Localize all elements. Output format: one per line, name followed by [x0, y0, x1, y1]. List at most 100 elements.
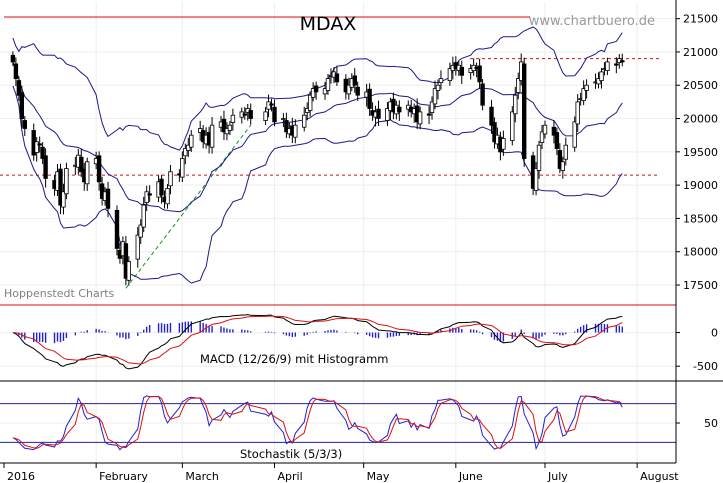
candle-body: [269, 103, 274, 106]
x-tick-label: April: [277, 470, 302, 483]
price-gridlines: [0, 2, 676, 463]
candle-body: [99, 183, 105, 199]
candle-body: [334, 73, 340, 83]
x-tick-label: May: [367, 470, 390, 483]
candle-body: [96, 155, 102, 183]
candle-body: [533, 168, 539, 191]
candle-body: [489, 106, 494, 126]
candle-body: [355, 86, 360, 96]
x-tick-label: March: [185, 470, 219, 483]
candle-body: [180, 158, 185, 178]
price-y-tick-label: 18500: [683, 212, 718, 225]
candle-body: [79, 156, 84, 173]
candle-body: [16, 80, 22, 96]
candle-body: [480, 83, 485, 106]
candle-body: [346, 84, 351, 95]
candle-body: [10, 54, 16, 63]
price-panel: MDAX www.chartbuero.de Hoppenstedt Chart…: [0, 2, 718, 463]
candle-body: [575, 101, 580, 125]
candle-body: [376, 108, 381, 119]
candle-body: [123, 243, 129, 279]
candle-body: [227, 124, 233, 131]
candle-body: [284, 120, 289, 133]
candle-body: [141, 204, 146, 228]
candle-body: [432, 88, 438, 105]
candle-body: [551, 126, 557, 136]
candle-body: [165, 188, 170, 205]
price-y-axis: 21500 21000 20500 20000 19500 19000 18500 18000…: [676, 13, 718, 292]
candle-body: [522, 63, 527, 159]
candle-body: [126, 261, 131, 281]
candle-body: [352, 75, 357, 86]
candle-body: [37, 143, 42, 146]
bollinger-middle: [12, 61, 623, 213]
candle-body: [221, 118, 227, 133]
candle-body: [85, 161, 90, 185]
price-y-tick-label: 17500: [683, 279, 718, 292]
candle-body: [539, 131, 545, 143]
macd-y-tick-label: 0: [711, 327, 718, 340]
price-y-tick-label: 18000: [683, 246, 718, 259]
candle-body: [22, 120, 27, 129]
candle-body: [310, 88, 316, 98]
x-tick-label: June: [458, 470, 483, 483]
candlesticks: [10, 51, 625, 286]
candle-body: [417, 111, 423, 125]
macd-lines: [12, 314, 623, 370]
bollinger-bands: [12, 26, 623, 284]
candle-body: [501, 138, 506, 150]
panel-separators: [0, 0, 723, 464]
candle-body: [447, 68, 453, 81]
candle-body: [58, 168, 63, 206]
x-tick-label: August: [640, 470, 679, 483]
candle-body: [43, 155, 48, 179]
macd-y-axis: 0 -500: [676, 327, 718, 373]
candle-body: [230, 114, 236, 123]
candle-body: [435, 84, 441, 91]
candle-body: [426, 113, 432, 116]
candle-body: [510, 111, 515, 141]
stochastic-lines: [12, 395, 623, 451]
candle-body: [477, 65, 482, 83]
price-y-tick-label: 21500: [683, 13, 718, 26]
candle-body: [248, 110, 253, 119]
price-y-tick-label: 19500: [683, 146, 718, 159]
x-tick-label: 2016: [7, 470, 35, 483]
candle-body: [572, 121, 577, 148]
candle-body: [19, 92, 24, 119]
candle-body: [34, 141, 39, 153]
candle-body: [64, 168, 69, 195]
candle-body: [301, 114, 307, 128]
candle-body: [599, 71, 604, 82]
candle-body: [293, 124, 298, 138]
candle-body: [429, 101, 435, 114]
source-label: Hoppenstedt Charts: [4, 287, 115, 300]
candle-body: [560, 161, 565, 171]
candle-body: [563, 144, 568, 160]
stochastic-y-tick-label: 50: [704, 417, 718, 430]
candle-body: [513, 94, 518, 115]
candle-body: [209, 124, 215, 148]
x-tick-label: February: [99, 470, 148, 483]
candle-body: [620, 60, 625, 63]
candle-body: [367, 88, 372, 109]
candle-body: [605, 61, 610, 72]
candle-body: [105, 188, 111, 209]
macd-y-tick-label: -500: [693, 360, 718, 373]
candle-body: [147, 193, 152, 196]
stochastic-y-axis: 50: [676, 417, 718, 430]
candle-body: [385, 108, 390, 121]
candle-body: [536, 144, 542, 171]
candle-body: [584, 84, 589, 91]
stochastic-k-line: [12, 395, 623, 451]
candle-body: [242, 113, 247, 116]
candle-body: [516, 78, 521, 93]
candle-body: [313, 85, 319, 93]
candle-body: [159, 178, 164, 196]
candle-body: [40, 146, 45, 159]
candle-body: [183, 148, 188, 157]
chart-title: MDAX: [300, 13, 357, 35]
stochastic-d-line: [12, 395, 623, 449]
